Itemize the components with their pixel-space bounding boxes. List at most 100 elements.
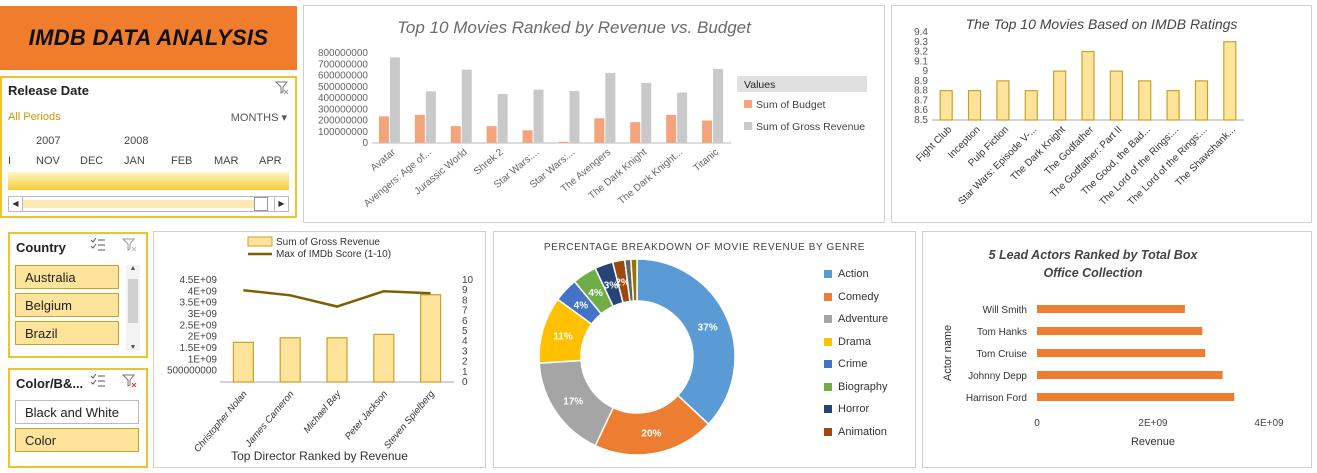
scroll-down-icon[interactable]: ▼ [129,344,137,351]
timeline-month[interactable]: I [8,155,12,167]
release-date-timeline[interactable]: Release Date All Periods MONTHS ▾ 2007 2… [0,76,297,218]
rating-bar [939,90,953,121]
timeline-scrollbar[interactable]: ◀ ▶ [8,196,289,212]
country-item[interactable]: Brazil [15,321,119,345]
bar-budget [414,114,425,143]
y-right-tick-label: 3 [462,346,468,357]
x-tick-label: Steven Spielberg [382,388,437,451]
y-tick-label: 9.4 [914,27,928,38]
rating-bar [967,90,982,121]
slice-label: 3% [604,281,619,292]
x-tick-label: Avatar [369,146,399,173]
y-tick-label: 8.9 [914,76,928,87]
legend-swatch [824,337,832,346]
timeline-month[interactable]: FEB [171,155,193,167]
x-tick-label: Michael Bay [302,388,344,436]
y-left-tick-label: 4.5E+09 [179,275,217,286]
revenue-bar [232,341,255,383]
actor-bar [1037,371,1223,379]
legend-label: Sum of Gross Revenue [276,237,380,248]
x-tick-label: 4E+09 [1254,418,1284,429]
timeline-month[interactable]: JAN [124,155,145,167]
country-item-label: Belgium [25,297,72,313]
actor-bar [1037,393,1235,401]
legend-entry: Biography [824,376,888,399]
y-left-tick-label: 4E+09 [188,286,218,297]
legend-entry: Adventure [824,308,888,331]
y-left-tick-label: 1E+09 [188,354,218,365]
legend-label: Crime [838,358,868,371]
x-tick-label: Avengers: Age of... [362,147,434,210]
y-axis-title: Actor name [942,325,954,381]
country-scrollbar[interactable]: ▲ ▼ [126,265,140,351]
legend-label: Max of IMDb Score (1-10) [276,249,391,260]
timeline-month[interactable]: NOV [36,155,60,167]
country-item[interactable]: Belgium [15,293,119,317]
rating-bar [1053,70,1067,121]
revenue-bar [373,333,395,383]
y-tick-label: 8.6 [914,105,928,116]
legend-entry: Crime [824,353,888,376]
y-tick-label: 200000000 [318,116,368,127]
legend-swatch [824,292,832,301]
clear-filter-icon[interactable] [121,238,138,255]
genre-donut-chart: 37%20%17%11%4%4%3%2% [538,258,736,456]
color-slicer[interactable]: Color/B&... Black and White Color [8,368,148,468]
legend-header-bg [737,76,867,92]
legend-label: Comedy [838,290,879,303]
clear-filter-icon[interactable] [121,374,138,391]
legend-swatch [824,405,832,414]
legend-entry: Drama [824,331,888,354]
timeline-all-periods[interactable]: All Periods [8,111,61,123]
y-tick-label: 9.3 [914,37,928,48]
bar-revenue [389,57,400,143]
revenue-bar [420,294,442,383]
bar-revenue [569,91,580,143]
rating-bar [1194,80,1209,121]
scroll-handle[interactable] [254,197,268,211]
timeline-unit-dropdown[interactable]: MONTHS ▾ [230,112,287,124]
y-tick-label: 8.8 [914,86,928,97]
legend-swatch [824,360,832,369]
y-tick-label: Tom Cruise [976,349,1027,360]
multi-select-icon[interactable] [90,237,106,255]
y-tick-label: Tom Hanks [977,327,1027,338]
y-left-tick-label: 1.5E+09 [179,343,217,354]
scroll-right-icon[interactable]: ▶ [274,197,288,211]
slice-label: 4% [574,300,589,311]
legend-swatch-bar [247,236,273,247]
color-item-color[interactable]: Color [15,428,139,452]
timeline-month[interactable]: APR [259,155,282,167]
bar-revenue [641,83,652,143]
scroll-thumb[interactable] [23,200,256,208]
scroll-thumb[interactable] [128,279,138,323]
legend-entry: Horror [824,398,888,421]
timeline-month[interactable]: DEC [80,155,104,167]
y-tick-label: Will Smith [983,305,1027,316]
clear-filter-icon[interactable] [274,81,289,98]
color-item-bw[interactable]: Black and White [15,400,139,424]
bar-budget [378,116,389,143]
legend-label: Sum of Budget [756,99,826,111]
x-tick-label: 2E+09 [1138,418,1168,429]
scroll-up-icon[interactable]: ▲ [129,265,137,272]
x-tick-label: Christopher Nolan [192,389,250,455]
scroll-left-icon[interactable]: ◀ [9,197,23,211]
y-tick-label: Harrison Ford [966,393,1027,404]
multi-select-icon[interactable] [90,373,106,391]
y-tick-label: 100000000 [318,127,368,138]
country-slicer[interactable]: Country Australia Belgium Brazil ▲ ▼ [8,232,148,358]
country-item[interactable]: Australia [15,265,119,289]
legend-label: Horror [838,403,870,416]
timeline-month[interactable]: MAR [214,155,239,167]
imdb-ratings-panel: The Top 10 Movies Based on IMDB Ratings … [891,5,1312,223]
timeline-selection-bar[interactable] [8,172,289,190]
legend-label: Animation [838,425,887,438]
legend-swatch [824,427,832,436]
y-right-tick-label: 0 [462,377,468,388]
actors-panel: 5 Lead Actors Ranked by Total Box Office… [922,231,1312,468]
bar-revenue [677,92,688,143]
x-tick-label: The Dark Knight... [616,147,685,207]
x-tick-label: 0 [1034,418,1040,429]
